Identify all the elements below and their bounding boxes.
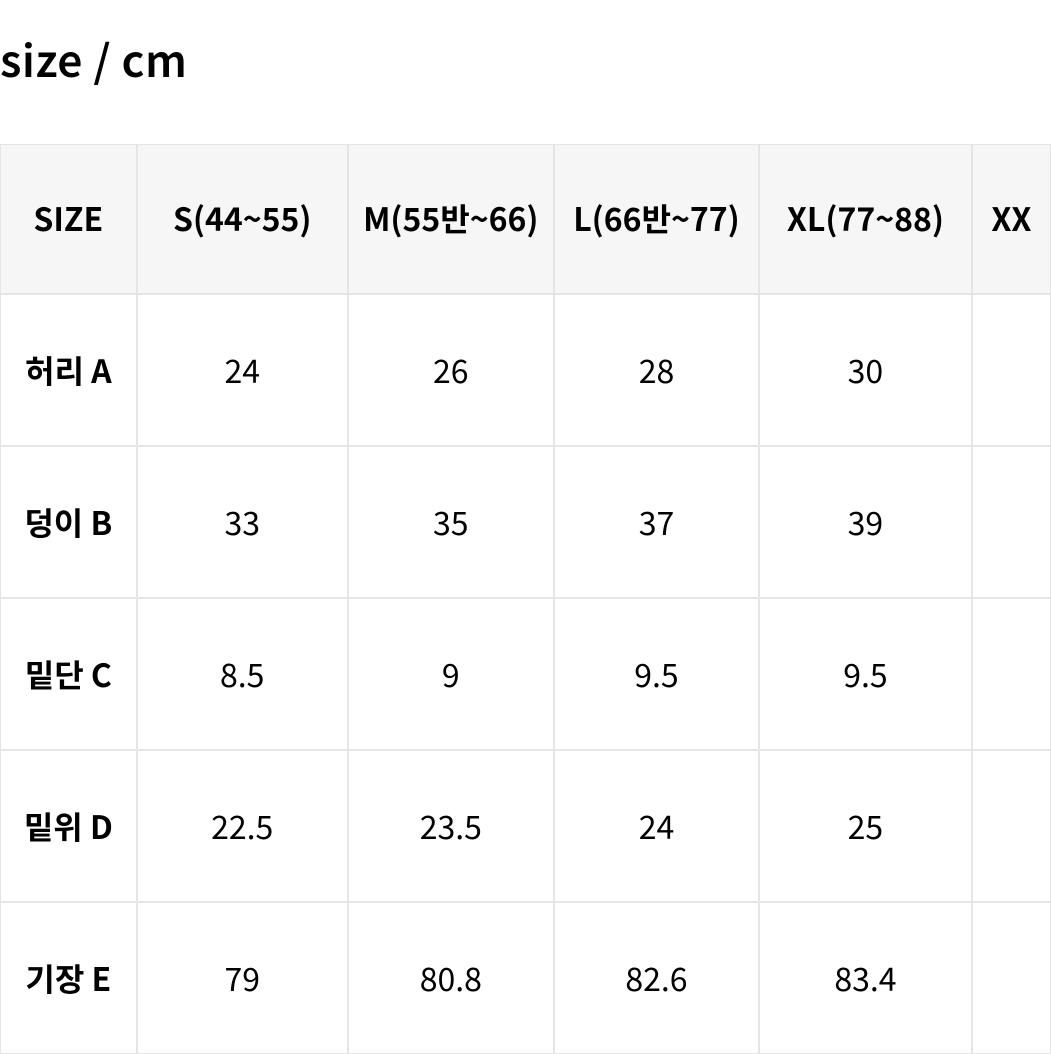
col-header: S(44~55) bbox=[137, 144, 348, 294]
cell: 22.5 bbox=[137, 750, 348, 902]
cell: 83.4 bbox=[759, 902, 972, 1054]
cell: 9.5 bbox=[759, 598, 972, 750]
cell: 9 bbox=[348, 598, 554, 750]
table-header-row: SIZE S(44~55) M(55반~66) L(66반~77) XL(77~… bbox=[0, 144, 1051, 294]
cell: 35 bbox=[348, 446, 554, 598]
row-label: 허리 A bbox=[0, 294, 137, 446]
col-header: SIZE bbox=[0, 144, 137, 294]
row-label: 밑위 D bbox=[0, 750, 137, 902]
col-header: XL(77~88) bbox=[759, 144, 972, 294]
cell: 80.8 bbox=[348, 902, 554, 1054]
cell bbox=[972, 294, 1051, 446]
cell: 26 bbox=[348, 294, 554, 446]
table-row: 덩이 B 33 35 37 39 bbox=[0, 446, 1051, 598]
row-label: 덩이 B bbox=[0, 446, 137, 598]
col-header: XX bbox=[972, 144, 1051, 294]
cell: 39 bbox=[759, 446, 972, 598]
cell: 82.6 bbox=[554, 902, 759, 1054]
table-row: 기장 E 79 80.8 82.6 83.4 bbox=[0, 902, 1051, 1054]
table-row: 밑위 D 22.5 23.5 24 25 bbox=[0, 750, 1051, 902]
cell: 79 bbox=[137, 902, 348, 1054]
table-row: 허리 A 24 26 28 30 bbox=[0, 294, 1051, 446]
col-header: M(55반~66) bbox=[348, 144, 554, 294]
cell: 25 bbox=[759, 750, 972, 902]
cell: 30 bbox=[759, 294, 972, 446]
cell bbox=[972, 750, 1051, 902]
row-label: 밑단 C bbox=[0, 598, 137, 750]
page-title: size / cm bbox=[0, 0, 1051, 144]
cell bbox=[972, 598, 1051, 750]
cell: 23.5 bbox=[348, 750, 554, 902]
cell: 24 bbox=[554, 750, 759, 902]
cell bbox=[972, 446, 1051, 598]
cell: 8.5 bbox=[137, 598, 348, 750]
cell: 9.5 bbox=[554, 598, 759, 750]
table-row: 밑단 C 8.5 9 9.5 9.5 bbox=[0, 598, 1051, 750]
cell: 24 bbox=[137, 294, 348, 446]
col-header: L(66반~77) bbox=[554, 144, 759, 294]
cell: 37 bbox=[554, 446, 759, 598]
cell: 33 bbox=[137, 446, 348, 598]
cell: 28 bbox=[554, 294, 759, 446]
cell bbox=[972, 902, 1051, 1054]
size-table: SIZE S(44~55) M(55반~66) L(66반~77) XL(77~… bbox=[0, 144, 1051, 1054]
row-label: 기장 E bbox=[0, 902, 137, 1054]
